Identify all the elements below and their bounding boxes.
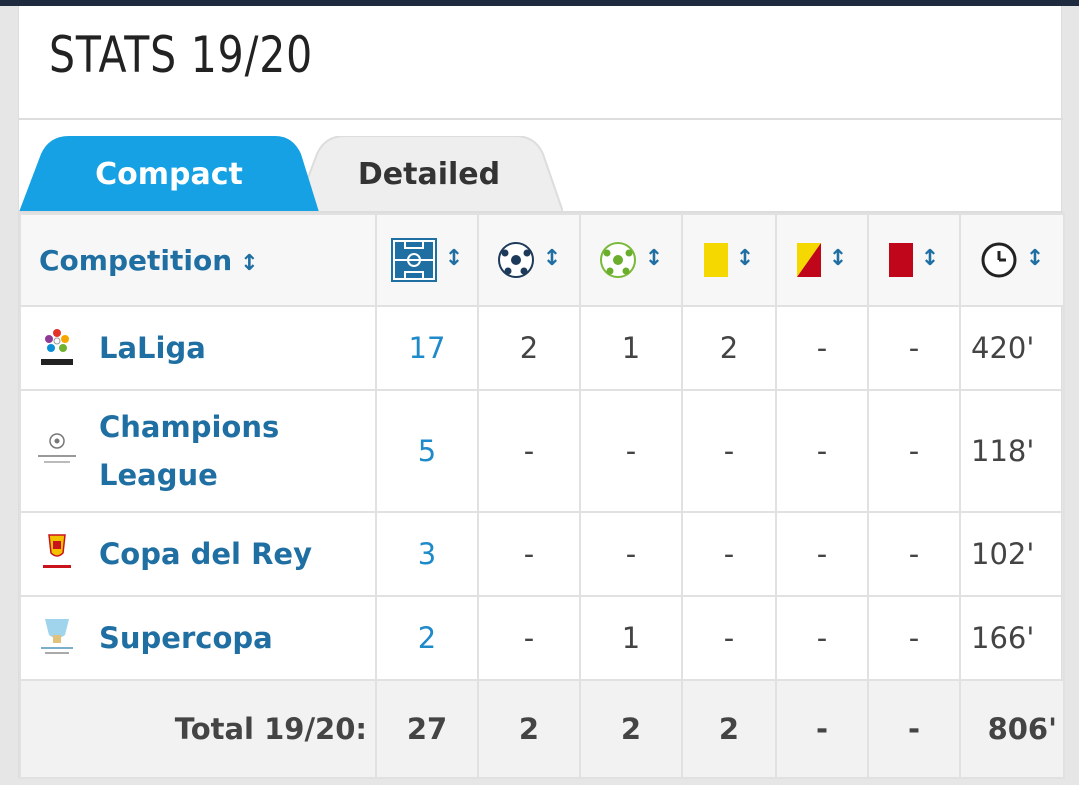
red-cards-cell: - — [867, 511, 961, 597]
page-title: STATS 19/20 — [49, 26, 314, 84]
goals-header[interactable]: ↕ — [477, 213, 581, 307]
tab-compact-label: Compact — [95, 156, 243, 192]
tab-bar: Detailed Compact — [19, 136, 1063, 212]
competition-cell: Copa del Rey — [19, 511, 377, 597]
sort-icon[interactable]: ↕ — [828, 245, 848, 271]
competition-header[interactable]: Competition ↕ — [19, 213, 377, 307]
table-row: Supercopa 2 - 1 - - - 166' — [19, 595, 1065, 681]
tab-detailed[interactable]: Detailed — [295, 136, 563, 212]
tab-underline — [19, 211, 1063, 213]
yellow-cards-cell: 2 — [681, 305, 777, 391]
table-row: Champions League 5 - - - - - 118' — [19, 389, 1065, 513]
yellow-cards-cell: - — [681, 389, 777, 513]
pitch-icon — [390, 238, 437, 282]
top-bar — [0, 0, 1079, 6]
sort-icon[interactable]: ↕ — [240, 250, 259, 276]
goals-cell: - — [477, 389, 581, 513]
appearances-cell[interactable]: 17 — [375, 305, 479, 391]
sort-icon[interactable]: ↕ — [920, 245, 940, 271]
yellow-red-cards-cell: - — [775, 305, 869, 391]
competition-cell: LaLiga — [19, 305, 377, 391]
red-cards-cell: - — [867, 595, 961, 681]
sort-icon[interactable]: ↕ — [542, 245, 562, 271]
tab-compact-shape — [19, 136, 319, 212]
assists-cell: - — [579, 511, 683, 597]
yellow-card-icon — [703, 243, 728, 277]
yellow-red-card-icon — [796, 243, 821, 277]
total-minutes: 806' — [959, 679, 1065, 779]
yellow-red-cards-cell: - — [775, 595, 869, 681]
appearances-cell[interactable]: 5 — [375, 389, 479, 513]
stats-card: STATS 19/20 Detailed Compact Competition… — [18, 6, 1065, 779]
stats-table: Competition ↕ ↕ — [19, 213, 1065, 779]
assists-cell: 1 — [579, 305, 683, 391]
clock-icon — [981, 242, 1017, 278]
red-cards-cell: - — [867, 389, 961, 513]
total-row: Total 19/20: 27 2 2 2 - - 806' — [19, 679, 1065, 779]
title-area: STATS 19/20 — [19, 6, 1063, 120]
appearances-cell[interactable]: 2 — [375, 595, 479, 681]
goals-cell: 2 — [477, 305, 581, 391]
yellow-red-cards-cell: - — [775, 511, 869, 597]
total-label: Total 19/20: — [19, 679, 377, 779]
champions-league-logo — [27, 421, 87, 481]
tab-compact[interactable]: Compact — [19, 136, 319, 212]
table-row: Copa del Rey 3 - - - - - 102' — [19, 511, 1065, 597]
competition-cell: Champions League — [19, 389, 377, 513]
appearances-cell[interactable]: 3 — [375, 511, 479, 597]
title-divider — [19, 118, 1063, 120]
goals-cell: - — [477, 595, 581, 681]
yellow-cards-cell: - — [681, 595, 777, 681]
yellow-red-cards-header[interactable]: ↕ — [775, 213, 869, 307]
total-goals: 2 — [477, 679, 581, 779]
laliga-logo — [27, 318, 87, 378]
appearances-header[interactable]: ↕ — [375, 213, 479, 307]
total-red-cards: - — [867, 679, 961, 779]
total-yellow-cards: 2 — [681, 679, 777, 779]
assists-header[interactable]: ↕ — [579, 213, 683, 307]
sort-icon[interactable]: ↕ — [444, 245, 464, 271]
total-appearances: 27 — [375, 679, 479, 779]
competition-link[interactable]: Champions League — [99, 410, 280, 492]
goal-ball-icon — [497, 242, 534, 278]
yellow-red-cards-cell: - — [775, 389, 869, 513]
total-yellow-red-cards: - — [775, 679, 869, 779]
minutes-header[interactable]: ↕ — [959, 213, 1065, 307]
sort-icon[interactable]: ↕ — [644, 245, 664, 271]
yellow-cards-header[interactable]: ↕ — [681, 213, 777, 307]
goals-cell: - — [477, 511, 581, 597]
supercopa-logo — [27, 608, 87, 668]
copa-del-rey-logo — [27, 524, 87, 584]
tab-detailed-shape — [295, 136, 563, 212]
minutes-cell: 420' — [959, 305, 1065, 391]
competition-cell: Supercopa — [19, 595, 377, 681]
red-cards-cell: - — [867, 305, 961, 391]
yellow-cards-cell: - — [681, 511, 777, 597]
red-card-icon — [888, 243, 913, 277]
assists-cell: 1 — [579, 595, 683, 681]
competition-link[interactable]: Copa del Rey — [99, 537, 312, 571]
minutes-cell: 118' — [959, 389, 1065, 513]
table-row: LaLiga 17 2 1 2 - - 420' — [19, 305, 1065, 391]
assist-ball-icon — [599, 242, 636, 278]
competition-link[interactable]: Supercopa — [99, 621, 273, 655]
red-cards-header[interactable]: ↕ — [867, 213, 961, 307]
competition-link[interactable]: LaLiga — [99, 331, 206, 365]
assists-cell: - — [579, 389, 683, 513]
total-assists: 2 — [579, 679, 683, 779]
tab-detailed-label: Detailed — [357, 156, 501, 192]
competition-header-label: Competition — [39, 243, 233, 277]
table-header: Competition ↕ ↕ — [19, 213, 1065, 307]
minutes-cell: 166' — [959, 595, 1065, 681]
sort-icon[interactable]: ↕ — [735, 245, 755, 271]
minutes-cell: 102' — [959, 511, 1065, 597]
sort-icon[interactable]: ↕ — [1025, 245, 1045, 271]
